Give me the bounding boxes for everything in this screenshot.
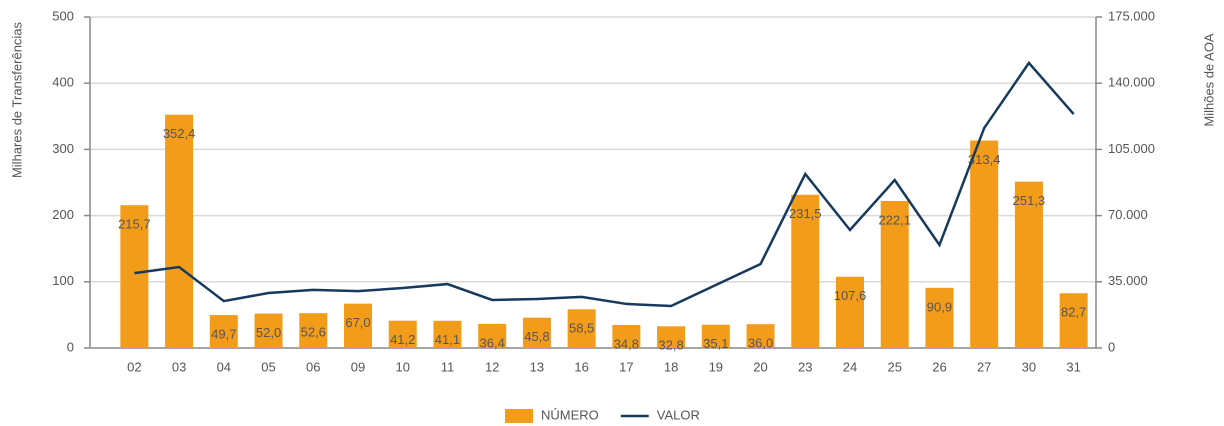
bar xyxy=(344,303,372,348)
data-label: 36,0 xyxy=(748,336,773,351)
bar xyxy=(612,324,641,348)
x-tick-label: 27 xyxy=(977,359,991,374)
data-label: 34,8 xyxy=(614,336,639,351)
x-tick-label: 17 xyxy=(619,359,633,374)
x-tick-label: 24 xyxy=(843,359,857,374)
bar xyxy=(165,114,194,348)
data-label: 41,2 xyxy=(390,332,415,347)
data-label: 82,7 xyxy=(1061,305,1086,320)
y-axis-label: Milhares de Transferências xyxy=(9,21,24,178)
x-tick-label: 10 xyxy=(395,359,409,374)
y-tick-label: 300 xyxy=(52,141,74,156)
legend-swatch xyxy=(505,409,533,423)
data-label: 90,9 xyxy=(927,299,952,314)
x-tick-label: 18 xyxy=(664,359,678,374)
x-tick-label: 12 xyxy=(485,359,499,374)
y-tick-label: 400 xyxy=(52,75,74,90)
bar xyxy=(522,317,551,348)
bar xyxy=(925,287,954,348)
y-tick-label: 100 xyxy=(52,273,74,288)
bar xyxy=(567,309,596,348)
x-tick-label: 25 xyxy=(887,359,901,374)
x-tick-label: 13 xyxy=(530,359,544,374)
bar xyxy=(836,276,864,348)
data-label: 52,0 xyxy=(256,325,281,340)
data-label: 35,1 xyxy=(703,336,728,351)
bar xyxy=(746,324,775,348)
bar xyxy=(791,194,820,348)
data-label: 32,8 xyxy=(658,338,683,353)
bar xyxy=(701,324,730,348)
x-tick-label: 11 xyxy=(441,359,455,374)
x-tick-label: 26 xyxy=(932,359,946,374)
x-tick-label: 31 xyxy=(1066,359,1080,374)
line xyxy=(134,60,1075,308)
bar xyxy=(299,313,328,348)
data-label: 49,7 xyxy=(211,327,236,342)
x-tick-label: 03 xyxy=(172,359,186,374)
data-label: 313,4 xyxy=(968,152,1001,167)
bar xyxy=(1059,293,1088,348)
y2-tick-label: 105.000 xyxy=(1108,141,1155,156)
data-label: 222,1 xyxy=(878,212,911,227)
data-label: 107,6 xyxy=(834,288,867,303)
data-label: 41,1 xyxy=(435,332,460,347)
bar xyxy=(388,320,417,348)
data-label: 52,6 xyxy=(301,325,326,340)
data-label: 45,8 xyxy=(524,329,549,344)
x-tick-label: 06 xyxy=(306,359,320,374)
bar xyxy=(657,326,686,348)
data-label: 251,3 xyxy=(1013,193,1046,208)
x-tick-label: 02 xyxy=(127,359,141,374)
y2-tick-label: 0 xyxy=(1108,339,1115,354)
data-label: 231,5 xyxy=(789,206,822,221)
bar xyxy=(254,313,283,348)
x-tick-label: 04 xyxy=(217,359,231,374)
x-tick-label: 30 xyxy=(1022,359,1036,374)
data-label: 215,7 xyxy=(118,217,151,232)
legend-label: NÚMERO xyxy=(541,407,599,422)
x-tick-label: 19 xyxy=(709,359,723,374)
bar xyxy=(1014,181,1043,348)
bar xyxy=(970,140,999,348)
bar xyxy=(478,323,507,348)
bar xyxy=(433,320,462,348)
x-tick-label: 20 xyxy=(753,359,767,374)
y-tick-label: 0 xyxy=(67,339,74,354)
x-tick-label: 05 xyxy=(261,359,275,374)
y-tick-label: 500 xyxy=(52,8,74,23)
x-tick-label: 23 xyxy=(798,359,812,374)
y2-tick-label: 35.000 xyxy=(1108,273,1148,288)
y2-axis-label: Milhões de AOA xyxy=(1201,33,1216,127)
bar xyxy=(120,205,149,348)
data-label: 58,5 xyxy=(569,321,594,336)
y2-tick-label: 70.000 xyxy=(1108,207,1148,222)
y-tick-label: 200 xyxy=(52,207,74,222)
legend-label: VALOR xyxy=(657,407,700,422)
bar xyxy=(880,200,909,348)
data-label: 67,0 xyxy=(345,315,370,330)
x-tick-label: 16 xyxy=(574,359,588,374)
y2-tick-label: 175.000 xyxy=(1108,8,1155,23)
bar xyxy=(209,315,238,348)
y2-tick-label: 140.000 xyxy=(1108,75,1155,90)
data-label: 36,4 xyxy=(480,335,505,350)
x-tick-label: 09 xyxy=(351,359,365,374)
data-label: 352,4 xyxy=(163,126,196,141)
